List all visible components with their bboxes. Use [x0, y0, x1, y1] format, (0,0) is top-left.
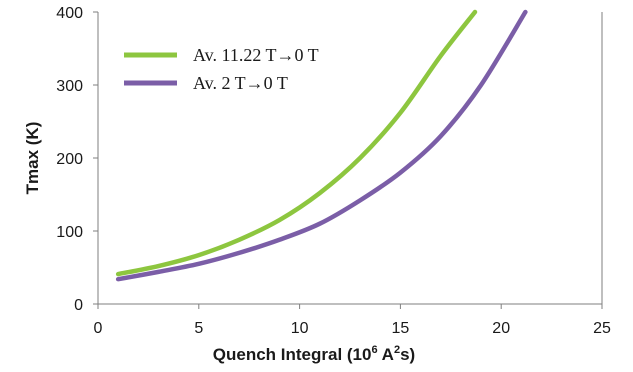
x-tick-label: 20	[492, 320, 510, 337]
y-axis-ticks: 0 100 200 300 400	[56, 5, 98, 314]
x-tick-label: 10	[291, 320, 309, 337]
y-tick-label: 400	[56, 5, 83, 22]
x-tick-label: 25	[593, 320, 611, 337]
legend-label-series-2: Av. 2 T→0 T	[193, 73, 288, 93]
plot-area: 0 5 10 15 20 25 0 100 200 300 400	[56, 5, 611, 337]
y-tick-label: 200	[56, 151, 83, 168]
series-line-1	[115, 9, 478, 277]
x-tick-label: 5	[194, 320, 203, 337]
legend: Av. 11.22 T→0 T Av. 2 T→0 T	[124, 45, 319, 93]
y-tick-label: 300	[56, 78, 83, 95]
x-axis-ticks: 0 5 10 15 20 25	[94, 304, 611, 337]
x-axis-title-part1: Quench Integral (10	[213, 345, 372, 364]
y-tick-label: 0	[74, 297, 83, 314]
x-axis-title-part2: A	[378, 345, 394, 364]
y-axis-title: Tmax (K)	[23, 122, 42, 195]
series-line-2	[115, 9, 528, 282]
x-axis-title: Quench Integral (106 A2s)	[213, 344, 415, 364]
x-tick-label: 15	[392, 320, 410, 337]
x-axis-title-exponent: 6	[371, 344, 377, 356]
y-tick-label: 100	[56, 224, 83, 241]
series-lines	[115, 9, 528, 282]
x-axis-title-part3: s)	[400, 345, 415, 364]
x-axis-title-exponent2: 2	[394, 344, 400, 356]
x-tick-label: 0	[94, 320, 103, 337]
legend-label-series-1: Av. 11.22 T→0 T	[193, 45, 319, 65]
